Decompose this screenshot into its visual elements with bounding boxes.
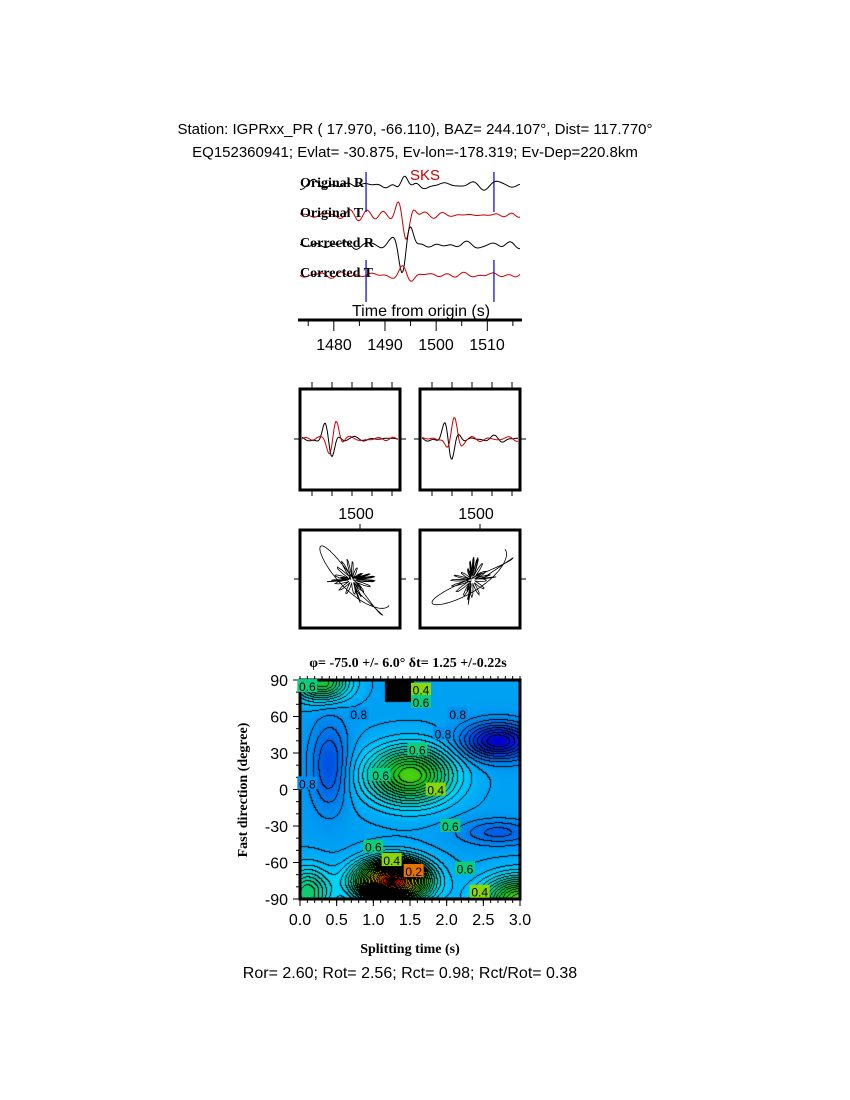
particle-motion-path	[431, 549, 514, 606]
x-tick-label: 1500	[418, 337, 454, 354]
x-tick-label: 0.5	[326, 912, 348, 929]
best-fit-star-icon	[384, 872, 400, 888]
contour-label: 0.2	[405, 865, 422, 879]
x-tick-label: 1480	[316, 337, 352, 354]
contour-label: 0.8	[449, 708, 466, 722]
trace-2	[299, 226, 520, 274]
x-axis-title: Splitting time (s)	[360, 942, 460, 957]
contour-label: 0.6	[442, 820, 459, 834]
contour-label-bg	[348, 707, 369, 721]
y-tick-label: 0	[279, 783, 288, 800]
contour-label: 0.6	[372, 769, 389, 783]
y-tick-label: 30	[270, 746, 288, 763]
contour-label-bg	[447, 707, 468, 721]
x-tick-label: 1490	[367, 337, 403, 354]
station-info: Station: IGPRxx_PR ( 17.970, -66.110), B…	[177, 121, 653, 138]
contour-label: 0.8	[435, 728, 452, 742]
y-tick-label: -60	[265, 856, 288, 873]
contour-label-bg	[440, 819, 461, 832]
x-tick-label: 1500	[338, 506, 374, 523]
particle-motion-panels	[294, 524, 526, 630]
trace-label: Corrected T	[300, 266, 374, 281]
contour-label-bg	[433, 726, 453, 740]
contour-label: 0.4	[413, 684, 430, 698]
contour-label-bg	[411, 694, 431, 708]
x-axis-title: Time from origin (s)	[352, 303, 490, 320]
x-tick-label: 0.0	[289, 912, 311, 929]
radial-trace	[421, 422, 519, 460]
heatmap-title: φ= -75.0 +/- 6.0° δt= 1.25 +/-0.22s	[309, 656, 507, 671]
contour-label-bg	[370, 767, 391, 781]
phase-label: SKS	[410, 167, 440, 184]
contour-label: 0.8	[299, 777, 316, 791]
contour-label: 0.8	[350, 708, 367, 722]
event-info: EQ152360941; Evlat= -30.875, Ev-lon=-178…	[192, 144, 638, 161]
trace-3	[299, 265, 521, 282]
contour-label: 0.4	[427, 784, 444, 798]
contour-label-bg	[381, 853, 402, 867]
x-tick-label: 1.0	[362, 912, 384, 929]
x-tick-label: 3.0	[509, 912, 531, 929]
contour-label-bg	[469, 884, 490, 898]
contour-label-bg	[363, 839, 384, 853]
time-axis	[298, 318, 522, 331]
trace-0	[300, 175, 521, 191]
y-tick-label: -90	[265, 892, 288, 909]
y-axis-title: Fast direction (degree)	[236, 722, 251, 857]
contour-label-bg	[297, 679, 318, 693]
transverse-trace	[422, 416, 518, 448]
x-tick-label: 2.5	[472, 912, 494, 929]
misfit-heatmap	[300, 680, 520, 899]
waveform-comparison-panels	[294, 382, 526, 496]
contour-label: 0.6	[365, 841, 382, 855]
contour-label-bg	[403, 864, 424, 878]
trace-label: Original R	[300, 176, 365, 191]
y-tick-label: -30	[265, 819, 288, 836]
y-tick-label: 90	[270, 673, 288, 690]
transverse-trace	[301, 420, 399, 455]
contour-label-bg	[297, 776, 318, 790]
contour-label-bg	[425, 782, 446, 796]
heatmap-axes: 0.0 0.5 1.0 1.5 2.0 2.5 3.0 90 60 30 0 -30 -60 -90 0.4…	[265, 673, 531, 929]
ratio-summary: Ror= 2.60; Rot= 2.56; Rct= 0.98; Rct/Rot…	[243, 965, 578, 982]
x-tick-label: 1510	[469, 337, 505, 354]
contour-label: 0.6	[413, 696, 430, 710]
contour-label-bg	[455, 861, 475, 875]
x-tick-label: 1500	[458, 506, 494, 523]
contour-label: 0.4	[383, 854, 400, 868]
trace-label: Original T	[300, 206, 364, 221]
y-tick-label: 60	[270, 710, 288, 727]
contour-label: 0.4	[471, 886, 488, 900]
x-tick-label: 2.0	[436, 912, 458, 929]
contour-label-bg	[407, 742, 428, 756]
contour-label-bg	[411, 682, 431, 696]
trace-1	[299, 201, 521, 241]
trace-label: Corrected R	[300, 236, 375, 251]
contour-label: 0.6	[299, 680, 316, 694]
contour-label: 0.6	[409, 743, 426, 757]
particle-motion-path	[319, 545, 390, 616]
contour-label: 0.6	[457, 863, 474, 877]
seismogram-panel	[299, 172, 521, 302]
x-tick-label: 1.5	[399, 912, 421, 929]
